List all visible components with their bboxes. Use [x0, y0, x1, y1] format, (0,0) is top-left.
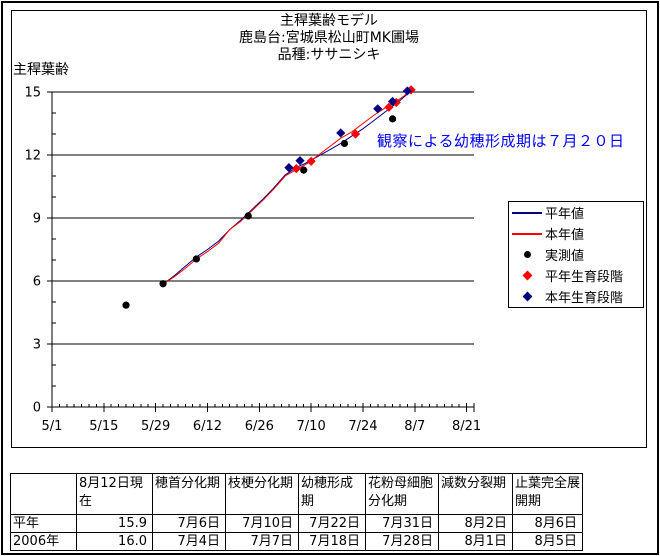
legend-item-5[interactable]: 本年生育段階	[509, 286, 643, 307]
chart-subtitle-location: 鹿島台:宮城県松山町MK圃場	[239, 30, 419, 46]
svg-text:0: 0	[33, 401, 41, 416]
legend-label: 実測値	[545, 249, 585, 264]
value-cell[interactable]: 8月1日	[438, 532, 513, 551]
table-header-row: 8月12日現在 穂首分化期 枝梗分化期 幼穂形成期 花粉母細胞分化期 減数分裂期 止葉完全展…	[10, 473, 583, 515]
value-cell[interactable]: 7月31日	[365, 514, 439, 533]
legend[interactable]: 平年値本年値実測値平年生育段階 本年生育段階	[508, 201, 644, 308]
svg-text:6: 6	[33, 275, 41, 290]
table-header-cell[interactable]: 幼穂形成期	[298, 473, 366, 515]
legend-diamond-icon	[509, 291, 545, 302]
table-header-cell[interactable]	[10, 473, 77, 515]
row-label-cell[interactable]: 2006年	[10, 532, 77, 551]
svg-text:6/26: 6/26	[245, 419, 274, 434]
legend-item-2[interactable]: 本年値	[509, 223, 643, 244]
table-row: 平年 15.9 7月6日 7月10日 7月22日 7月31日 8月2日 8月6日	[10, 514, 583, 533]
annotation-note[interactable]: 観察による幼穂形成期は７月２０日	[377, 132, 625, 150]
legend-item-4[interactable]: 平年生育段階	[509, 265, 643, 286]
svg-text:3: 3	[33, 338, 41, 353]
svg-text:8/21: 8/21	[452, 419, 481, 434]
svg-text:9: 9	[33, 212, 41, 227]
value-cell[interactable]: 7月18日	[298, 532, 366, 551]
value-cell[interactable]: 7月6日	[152, 514, 226, 533]
svg-text:5/29: 5/29	[141, 419, 170, 434]
legend-label: 本年値	[545, 228, 585, 243]
value-cell[interactable]: 7月28日	[365, 532, 439, 551]
svg-text:7/24: 7/24	[348, 419, 377, 434]
value-cell[interactable]: 7月7日	[225, 532, 299, 551]
legend-label: 平年値	[545, 207, 585, 222]
svg-text:5/1: 5/1	[42, 419, 63, 434]
svg-text:6/12: 6/12	[193, 419, 222, 434]
chart-title: 主稈葉齢モデル	[280, 13, 378, 29]
legend-diamond-icon	[509, 270, 545, 281]
value-cell[interactable]: 8月6日	[512, 514, 583, 533]
y-axis-title: 主稈葉齢	[13, 62, 69, 78]
table-header-cell[interactable]: 花粉母細胞分化期	[365, 473, 439, 515]
table-header-cell[interactable]: 止葉完全展開期	[512, 473, 583, 515]
table-row: 2006年 16.0 7月4日 7月7日 7月18日 7月28日 8月1日 8月5日	[10, 532, 583, 551]
row-label-cell[interactable]: 平年	[10, 514, 77, 533]
svg-text:5/15: 5/15	[89, 419, 118, 434]
legend-line-sample	[509, 232, 545, 235]
legend-line-sample	[509, 211, 545, 214]
table-header-cell[interactable]: 減数分裂期	[438, 473, 513, 515]
value-cell[interactable]: 7月4日	[152, 532, 226, 551]
svg-text:12: 12	[24, 149, 41, 164]
legend-label: 本年生育段階	[545, 291, 624, 306]
value-cell[interactable]: 8月2日	[438, 514, 513, 533]
value-cell[interactable]: 7月22日	[298, 514, 366, 533]
legend-circle-icon	[509, 251, 545, 258]
chart-subtitle-variety: 品種:ササニシキ	[277, 47, 381, 63]
table-header-cell[interactable]: 穂首分化期	[152, 473, 226, 515]
value-cell[interactable]: 7月10日	[225, 514, 299, 533]
svg-text:15: 15	[24, 86, 41, 101]
value-cell[interactable]: 8月5日	[512, 532, 583, 551]
value-cell[interactable]: 16.0	[76, 532, 153, 551]
legend-item-1[interactable]: 平年値	[509, 202, 643, 223]
value-cell[interactable]: 15.9	[76, 514, 153, 533]
svg-text:7/10: 7/10	[297, 419, 326, 434]
svg-text:8/7: 8/7	[404, 419, 425, 434]
legend-label: 平年生育段階	[545, 270, 624, 285]
table-header-cell[interactable]: 枝梗分化期	[225, 473, 299, 515]
table-header-cell[interactable]: 8月12日現在	[76, 473, 153, 515]
stage-table: 8月12日現在 穂首分化期 枝梗分化期 幼穂形成期 花粉母細胞分化期 減数分裂期 止葉完全展…	[10, 473, 583, 551]
legend-item-3[interactable]: 実測値	[509, 244, 643, 265]
chart-title-block: 主稈葉齢モデル 鹿島台:宮城県松山町MK圃場 品種:ササニシキ	[11, 13, 647, 64]
